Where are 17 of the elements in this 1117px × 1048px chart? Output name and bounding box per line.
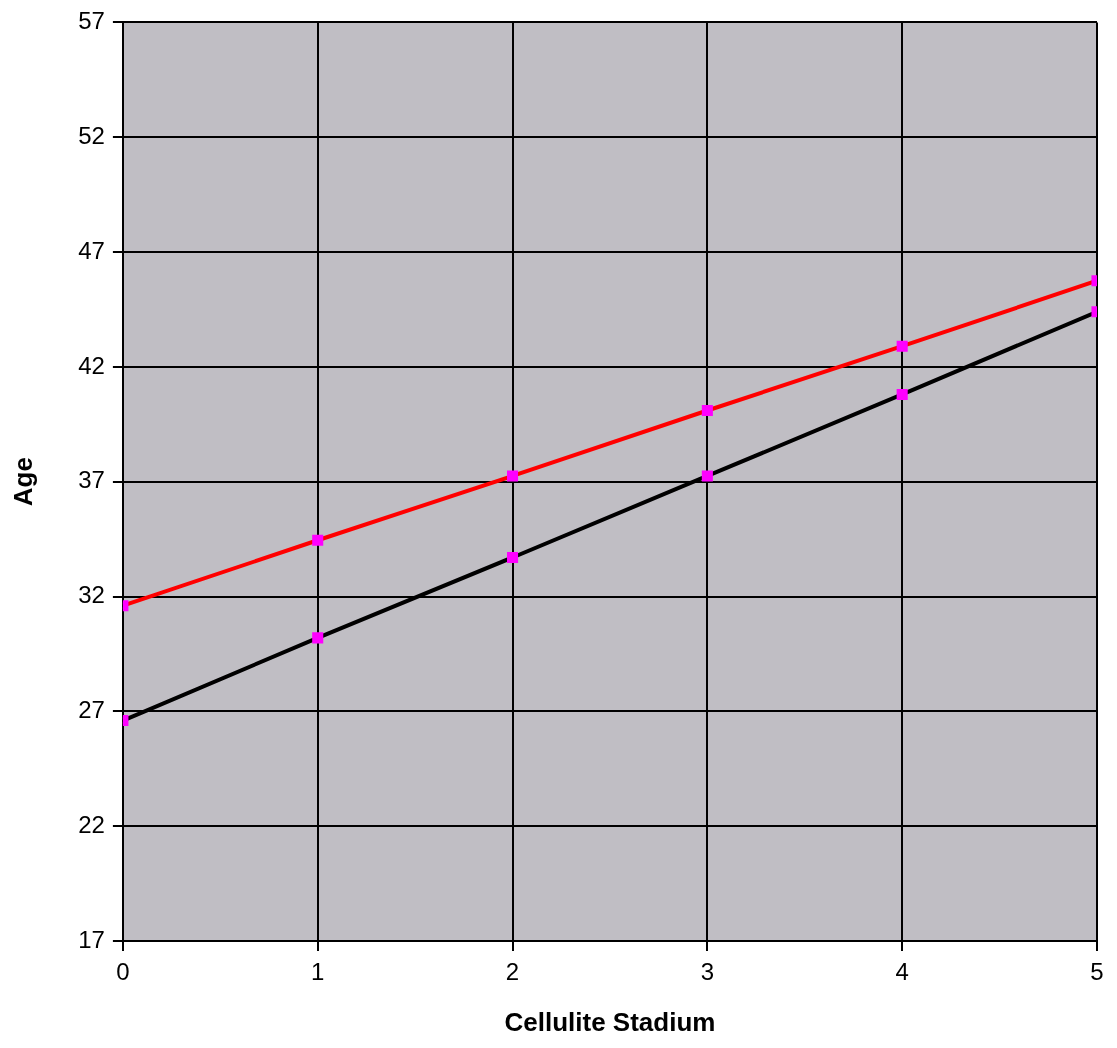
y-axis-title: Age [7,457,38,507]
x-tick-label: 4 [895,958,909,986]
x-tick-label: 3 [700,958,715,986]
y-tick-label: 37 [78,466,105,494]
y-tick-label: 32 [78,581,105,609]
y-tick-label: 47 [78,236,105,264]
x-tick-label: 5 [1090,958,1104,986]
x-tick-label: 2 [505,958,520,986]
y-tick-label: 42 [78,351,105,379]
y-tick-label: 22 [78,810,105,838]
y-tick-label: 27 [78,695,105,723]
x-axis-title: Cellulite Stadium [504,1006,716,1037]
x-tick-label: 1 [311,958,325,986]
y-tick-label: 57 [78,7,105,35]
x-tick-label: 0 [116,958,130,986]
y-tick-label: 17 [78,925,105,953]
y-tick-label: 52 [78,121,105,149]
